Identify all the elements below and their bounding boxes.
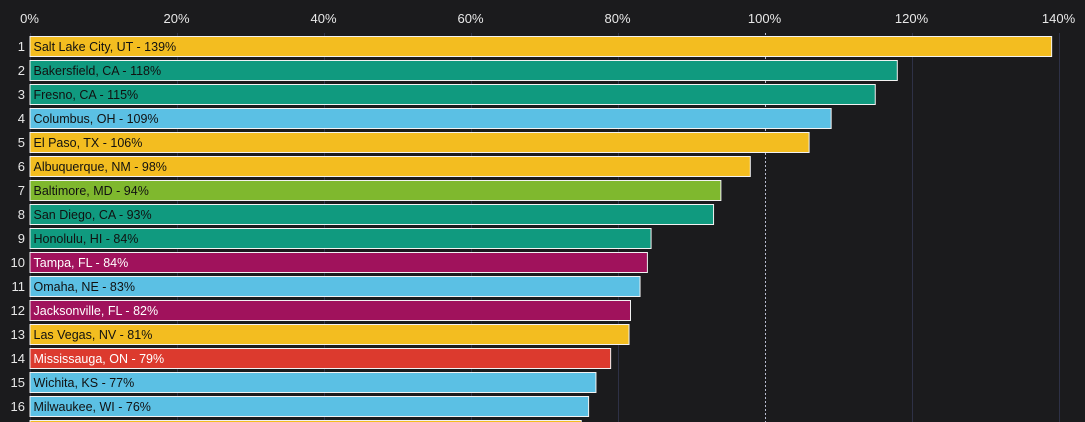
- bar-rect[interactable]: [29, 132, 810, 153]
- rank-label: 12: [11, 303, 25, 318]
- bar-7[interactable]: Baltimore, MD - 94%: [29, 180, 722, 201]
- rank-label: 16: [11, 399, 25, 414]
- x-tick-label: 100%: [748, 11, 782, 26]
- bar-rect[interactable]: [29, 204, 715, 225]
- bar-4[interactable]: Columbus, OH - 109%: [29, 108, 832, 129]
- bar-label: Mississauga, ON - 79%: [34, 352, 165, 366]
- bar-rect[interactable]: [29, 348, 612, 369]
- bar-rect[interactable]: [29, 84, 876, 105]
- bar-label: Baltimore, MD - 94%: [34, 184, 149, 198]
- bar-rect[interactable]: [29, 60, 898, 81]
- bar-rect[interactable]: [29, 180, 722, 201]
- rank-label: 6: [18, 159, 25, 174]
- x-tick-label: 60%: [457, 11, 483, 26]
- bar-rect[interactable]: [29, 252, 648, 273]
- bar-label: Salt Lake City, UT - 139%: [34, 40, 177, 54]
- bar-label: Albuquerque, NM - 98%: [34, 160, 167, 174]
- bar-rect[interactable]: [29, 372, 597, 393]
- bar-1[interactable]: Salt Lake City, UT - 139%: [29, 36, 1053, 57]
- rank-label: 15: [11, 375, 25, 390]
- x-tick-label: 20%: [163, 11, 189, 26]
- x-tick-label: 40%: [310, 11, 336, 26]
- rank-label: 9: [18, 231, 25, 246]
- bar-rect[interactable]: [29, 156, 751, 177]
- bar-9[interactable]: Honolulu, HI - 84%: [29, 228, 652, 249]
- bar-rect[interactable]: [29, 36, 1053, 57]
- rank-label: 2: [18, 63, 25, 78]
- bar-rect[interactable]: [29, 396, 590, 417]
- x-tick-label: 120%: [895, 11, 929, 26]
- rank-label: 7: [18, 183, 25, 198]
- bar-label: Las Vegas, NV - 81%: [34, 328, 153, 342]
- bar-rect[interactable]: [29, 228, 652, 249]
- bar-label: Tampa, FL - 84%: [34, 256, 129, 270]
- rank-label: 14: [11, 351, 25, 366]
- bar-15[interactable]: Wichita, KS - 77%: [29, 372, 597, 393]
- rank-label: 3: [18, 87, 25, 102]
- bar-label: Wichita, KS - 77%: [34, 376, 135, 390]
- bar-13[interactable]: Las Vegas, NV - 81%: [29, 324, 630, 345]
- rank-label: 10: [11, 255, 25, 270]
- bar-label: Bakersfield, CA - 118%: [34, 64, 162, 78]
- bar-label: Columbus, OH - 109%: [34, 112, 159, 126]
- bar-16[interactable]: Milwaukee, WI - 76%: [29, 396, 590, 417]
- x-tick-label: 140%: [1042, 11, 1076, 26]
- bar-label: Honolulu, HI - 84%: [34, 232, 139, 246]
- bar-rect[interactable]: [29, 300, 631, 321]
- bar-10[interactable]: Tampa, FL - 84%: [29, 252, 648, 273]
- bar-label: Jacksonville, FL - 82%: [34, 304, 159, 318]
- bar-8[interactable]: San Diego, CA - 93%: [29, 204, 715, 225]
- rank-label: 4: [18, 111, 25, 126]
- x-tick-label: 80%: [604, 11, 630, 26]
- bars-layer: Salt Lake City, UT - 139% Bakersfield, CA…: [29, 36, 1053, 422]
- rank-label: 11: [12, 279, 26, 294]
- x-tick-label: 0%: [20, 11, 39, 26]
- bar-label: San Diego, CA - 93%: [34, 208, 152, 222]
- bar-label: Fresno, CA - 115%: [34, 88, 139, 102]
- bar-rect[interactable]: [29, 324, 630, 345]
- bar-5[interactable]: El Paso, TX - 106%: [29, 132, 810, 153]
- bar-2[interactable]: Bakersfield, CA - 118%: [29, 60, 898, 81]
- bar-rect[interactable]: [29, 276, 641, 297]
- bar-14[interactable]: Mississauga, ON - 79%: [29, 348, 612, 369]
- bar-12[interactable]: Jacksonville, FL - 82%: [29, 300, 631, 321]
- x-axis: 0% 20% 40% 60% 80% 100% 120% 140%: [20, 11, 1075, 26]
- bar-11[interactable]: Omaha, NE - 83%: [29, 276, 641, 297]
- rank-label: 5: [18, 135, 25, 150]
- bar-partial[interactable]: [29, 420, 582, 422]
- bar-label: Milwaukee, WI - 76%: [34, 400, 151, 414]
- bar-label: Omaha, NE - 83%: [34, 280, 135, 294]
- rank-label: 13: [11, 327, 25, 342]
- bar-rect[interactable]: [29, 420, 582, 422]
- rank-label: 1: [18, 39, 25, 54]
- bar-label: El Paso, TX - 106%: [34, 136, 143, 150]
- bar-rect[interactable]: [29, 108, 832, 129]
- rank-label: 8: [18, 207, 25, 222]
- bar-6[interactable]: Albuquerque, NM - 98%: [29, 156, 751, 177]
- bar-3[interactable]: Fresno, CA - 115%: [29, 84, 876, 105]
